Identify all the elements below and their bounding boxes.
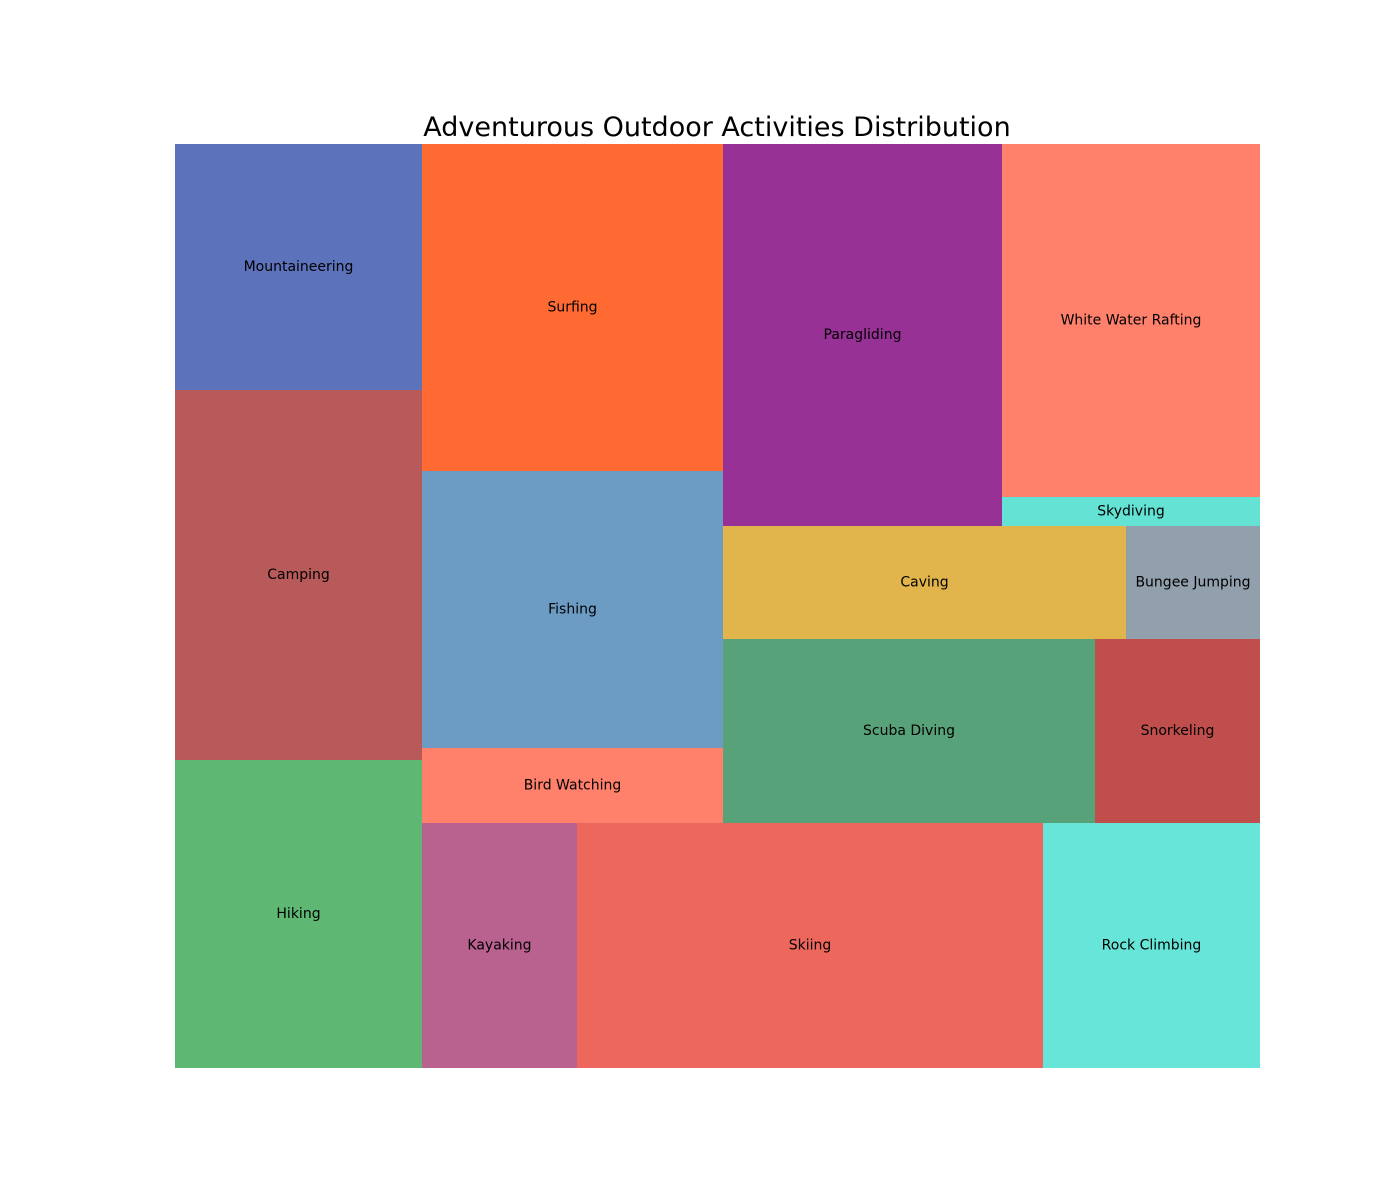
tile-label-hiking: Hiking — [276, 906, 320, 922]
tile-bungee-jumping — [1126, 526, 1260, 639]
tile-caving — [723, 526, 1126, 639]
tile-label-skiing: Skiing — [789, 938, 832, 954]
tile-hiking — [175, 760, 422, 1068]
tile-label-kayaking: Kayaking — [467, 938, 531, 954]
tile-label-bungee-jumping: Bungee Jumping — [1135, 575, 1250, 591]
chart-title: Adventurous Outdoor Activities Distribut… — [423, 112, 1010, 143]
tile-label-mountaineering: Mountaineering — [244, 259, 354, 275]
tile-label-caving: Caving — [900, 575, 948, 591]
treemap-tiles: Mountaineering Camping Hiking Surfing Fishin… — [175, 144, 1260, 1068]
tile-white-water-rafting — [1002, 144, 1260, 497]
tile-label-fishing: Fishing — [548, 602, 597, 618]
tile-camping — [175, 390, 422, 760]
tile-label-surfing: Surfing — [547, 300, 597, 316]
tile-skydiving — [1002, 497, 1260, 526]
tile-scuba-diving — [723, 639, 1095, 823]
tile-label-white-water-rafting: White Water Rafting — [1061, 313, 1202, 329]
tile-surfing — [422, 144, 723, 471]
tile-label-rock-climbing: Rock Climbing — [1102, 938, 1202, 954]
tile-skiing — [577, 823, 1043, 1068]
tile-label-scuba-diving: Scuba Diving — [863, 723, 955, 739]
tile-label-skydiving: Skydiving — [1097, 504, 1165, 520]
tile-label-snorkeling: Snorkeling — [1141, 723, 1215, 739]
tile-label-camping: Camping — [267, 567, 330, 583]
tile-label-bird-watching: Bird Watching — [524, 778, 622, 794]
tile-snorkeling — [1095, 639, 1260, 823]
tile-bird-watching — [422, 748, 723, 823]
tile-fishing — [422, 471, 723, 748]
tile-rock-climbing — [1043, 823, 1260, 1068]
tile-paragliding — [723, 144, 1002, 526]
tile-label-paragliding: Paragliding — [824, 327, 902, 343]
tile-mountaineering — [175, 144, 422, 390]
tile-kayaking — [422, 823, 577, 1068]
